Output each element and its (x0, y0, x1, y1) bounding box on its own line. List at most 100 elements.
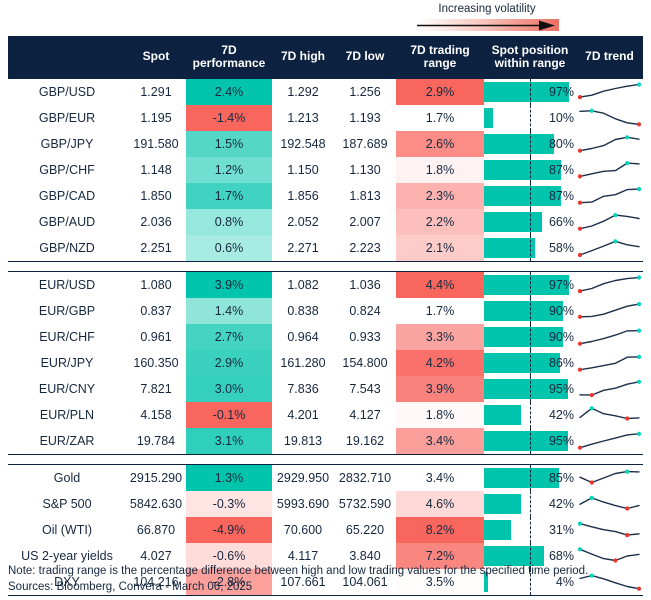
sources-line: Sources: Bloomberg, Convera - March 06, … (8, 581, 253, 593)
sparkline (577, 239, 640, 258)
cell-spot: 0.961 (140, 330, 172, 344)
sparkline-high-marker (589, 495, 594, 500)
midpoint-dashed-line (530, 131, 531, 157)
row-label: GBP/CAD (38, 189, 96, 203)
table-row: Oil (WTI) 66.870 -4.9% 70.600 65.220 8.2% 31% (8, 517, 643, 543)
cell-trading-range: 3.9% (396, 376, 484, 402)
cell-spot-position: 68% (484, 543, 576, 569)
cell-performance: 0.6% (186, 235, 272, 262)
cell-spot-position: 90% (484, 298, 576, 324)
spot-position-gauge: 31% (484, 517, 576, 543)
spot-position-label: 95% (548, 382, 574, 396)
sparkline-low-marker (589, 480, 594, 485)
midpoint-dashed-line (530, 183, 531, 209)
cell-low: 1.256 (334, 78, 396, 105)
sparkline-high-marker (636, 302, 642, 307)
spot-position-gauge: 97% (484, 272, 576, 298)
midpoint-dashed-line (530, 517, 531, 543)
spot-position-bar (484, 353, 560, 373)
cell-high: 1.292 (272, 78, 334, 105)
cell-low: 104.061 (334, 569, 396, 596)
table-row: EUR/PLN 4.158 -0.1% 4.201 4.127 1.8% 42% (8, 402, 643, 428)
cell-performance: -0.6% (186, 543, 272, 569)
midpoint-dashed-line (530, 465, 531, 491)
spot-position-gauge: 10% (484, 105, 576, 131)
midpoint-dashed-line (530, 402, 531, 428)
sparkline (579, 573, 642, 591)
section-gap (8, 455, 643, 465)
spot-position-label: 87% (548, 163, 574, 177)
midpoint-dashed-line (530, 428, 531, 454)
midpoint-dashed-line (530, 543, 531, 569)
sparkline-low-marker (577, 95, 583, 100)
cell-low: 154.800 (342, 356, 388, 370)
cell-high: 7.836 (287, 382, 319, 396)
cell-spot: 5842.630 (129, 497, 183, 511)
cell-trend (576, 402, 643, 428)
spot-position-bar (484, 494, 521, 514)
sparkline (577, 354, 642, 372)
spot-position-gauge: 87% (484, 157, 576, 183)
cell-spot-position: 42% (484, 402, 576, 428)
row-label: EUR/CHF (39, 330, 95, 344)
cell-performance: -0.1% (186, 402, 272, 428)
sparkline-low-marker (577, 252, 583, 258)
spot-position-gauge: 95% (484, 376, 576, 402)
row-label: US 2-year yields (21, 549, 113, 563)
cell-trading-range: 2.6% (396, 131, 484, 157)
spot-position-bar (484, 405, 521, 425)
spot-position-label: 97% (548, 85, 574, 99)
cell-low: 65.220 (345, 523, 385, 537)
table-row: Gold 2915.290 1.3% 2929.950 2832.710 3.4% 85% (8, 464, 643, 491)
sparkline-high-marker (636, 431, 642, 436)
cell-trading-range: 2.3% (396, 183, 484, 209)
cell-trading-range: 3.3% (396, 324, 484, 350)
cell-high: 2.271 (272, 235, 334, 262)
sparkline-high-marker (636, 275, 642, 280)
spot-position-gauge: 42% (484, 402, 576, 428)
cell-performance: 1.5% (186, 131, 272, 157)
sparkline-high-marker (577, 521, 583, 526)
cell-spot-position: 42% (484, 491, 576, 517)
spot-position-gauge: 42% (484, 491, 576, 517)
spot-position-gauge: 80% (484, 131, 576, 157)
sparkline-low-marker (577, 367, 583, 372)
sparkline-high-marker (636, 328, 642, 333)
col-header-low: 7D low (334, 36, 396, 79)
sparkline (577, 82, 642, 100)
cell-low: 1.036 (334, 271, 396, 298)
midpoint-dashed-line (530, 298, 531, 324)
midpoint-dashed-line (530, 569, 531, 595)
spot-position-bar (484, 160, 561, 180)
sparkline-high-marker (636, 187, 642, 192)
cell-low: 7.543 (349, 382, 381, 396)
cell-trading-range: 2.1% (396, 235, 484, 262)
cell-trading-range: 7.2% (396, 543, 484, 569)
table-row: GBP/NZD 2.251 0.6% 2.271 2.223 2.1% 58% (8, 235, 643, 262)
table-row: DXY 104.216 -2.8% 107.661 104.061 3.5% 4% (8, 569, 643, 596)
sparkline (577, 187, 642, 205)
sparkline-low-marker (625, 506, 630, 511)
spot-position-label: 42% (548, 497, 574, 511)
cell-spot: 191.580 (133, 137, 179, 151)
row-label: DXY (8, 569, 126, 596)
cell-performance: -0.3% (186, 491, 272, 517)
table-row: EUR/CNY 7.821 3.0% 7.836 7.543 3.9% 95% (8, 376, 643, 402)
sparkline-low-marker (636, 586, 642, 591)
table-row: S&P 500 5842.630 -0.3% 5993.690 5732.590 4.6%… (8, 491, 643, 517)
spot-position-bar (484, 212, 543, 232)
row-label: S&P 500 (42, 497, 92, 511)
cell-low: 187.689 (342, 137, 388, 151)
cell-low: 5732.590 (338, 497, 392, 511)
cell-performance: -4.9% (186, 517, 272, 543)
sparkline-high-marker (636, 82, 642, 87)
col-header-spot: Spot (126, 36, 186, 79)
cell-trend (576, 105, 643, 131)
midpoint-dashed-line (530, 235, 531, 261)
cell-trend (576, 235, 643, 262)
cell-spot-position: 31% (484, 517, 576, 543)
sparkline-low-marker (577, 200, 583, 205)
spot-position-bar (484, 82, 570, 102)
cell-trading-range: 8.2% (396, 517, 484, 543)
table-row: GBP/USD 1.291 2.4% 1.292 1.256 2.9% 97% (8, 78, 643, 105)
